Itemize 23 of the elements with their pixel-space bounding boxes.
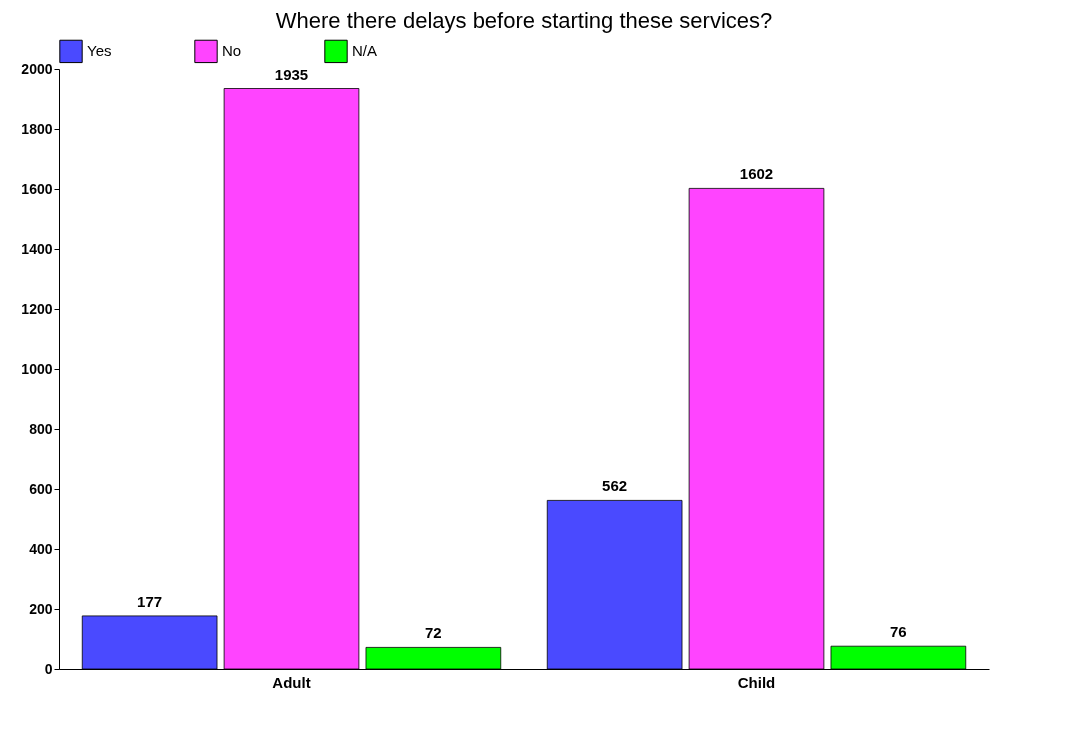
y-tick-label: 1400 <box>21 240 53 257</box>
y-tick-label: 800 <box>29 420 53 437</box>
data-label: 1602 <box>739 165 774 183</box>
y-tick-label: 1200 <box>21 300 53 317</box>
y-tick-label: 1800 <box>21 120 53 137</box>
data-label: 1935 <box>274 65 309 83</box>
y-tick-label: 400 <box>29 540 53 557</box>
y-tick-label: 2000 <box>21 60 53 77</box>
data-label: 76 <box>890 623 907 641</box>
y-tick-label: 1600 <box>21 180 53 197</box>
legend-label: Yes <box>87 42 112 60</box>
y-tick-label: 200 <box>29 600 53 617</box>
x-tick-label: Child <box>737 673 776 691</box>
data-label: 562 <box>602 477 628 495</box>
y-tick-label: 1000 <box>21 360 53 377</box>
chart-title: Where there delays before starting these services? <box>275 8 773 33</box>
data-label: 177 <box>137 592 163 610</box>
legend-label: No <box>222 42 242 60</box>
x-tick-label: Adult <box>272 673 311 691</box>
y-tick-label: 600 <box>29 480 53 497</box>
y-tick-label: 0 <box>44 660 53 677</box>
data-label: 72 <box>425 624 442 642</box>
legend-label: N/A <box>352 42 378 60</box>
